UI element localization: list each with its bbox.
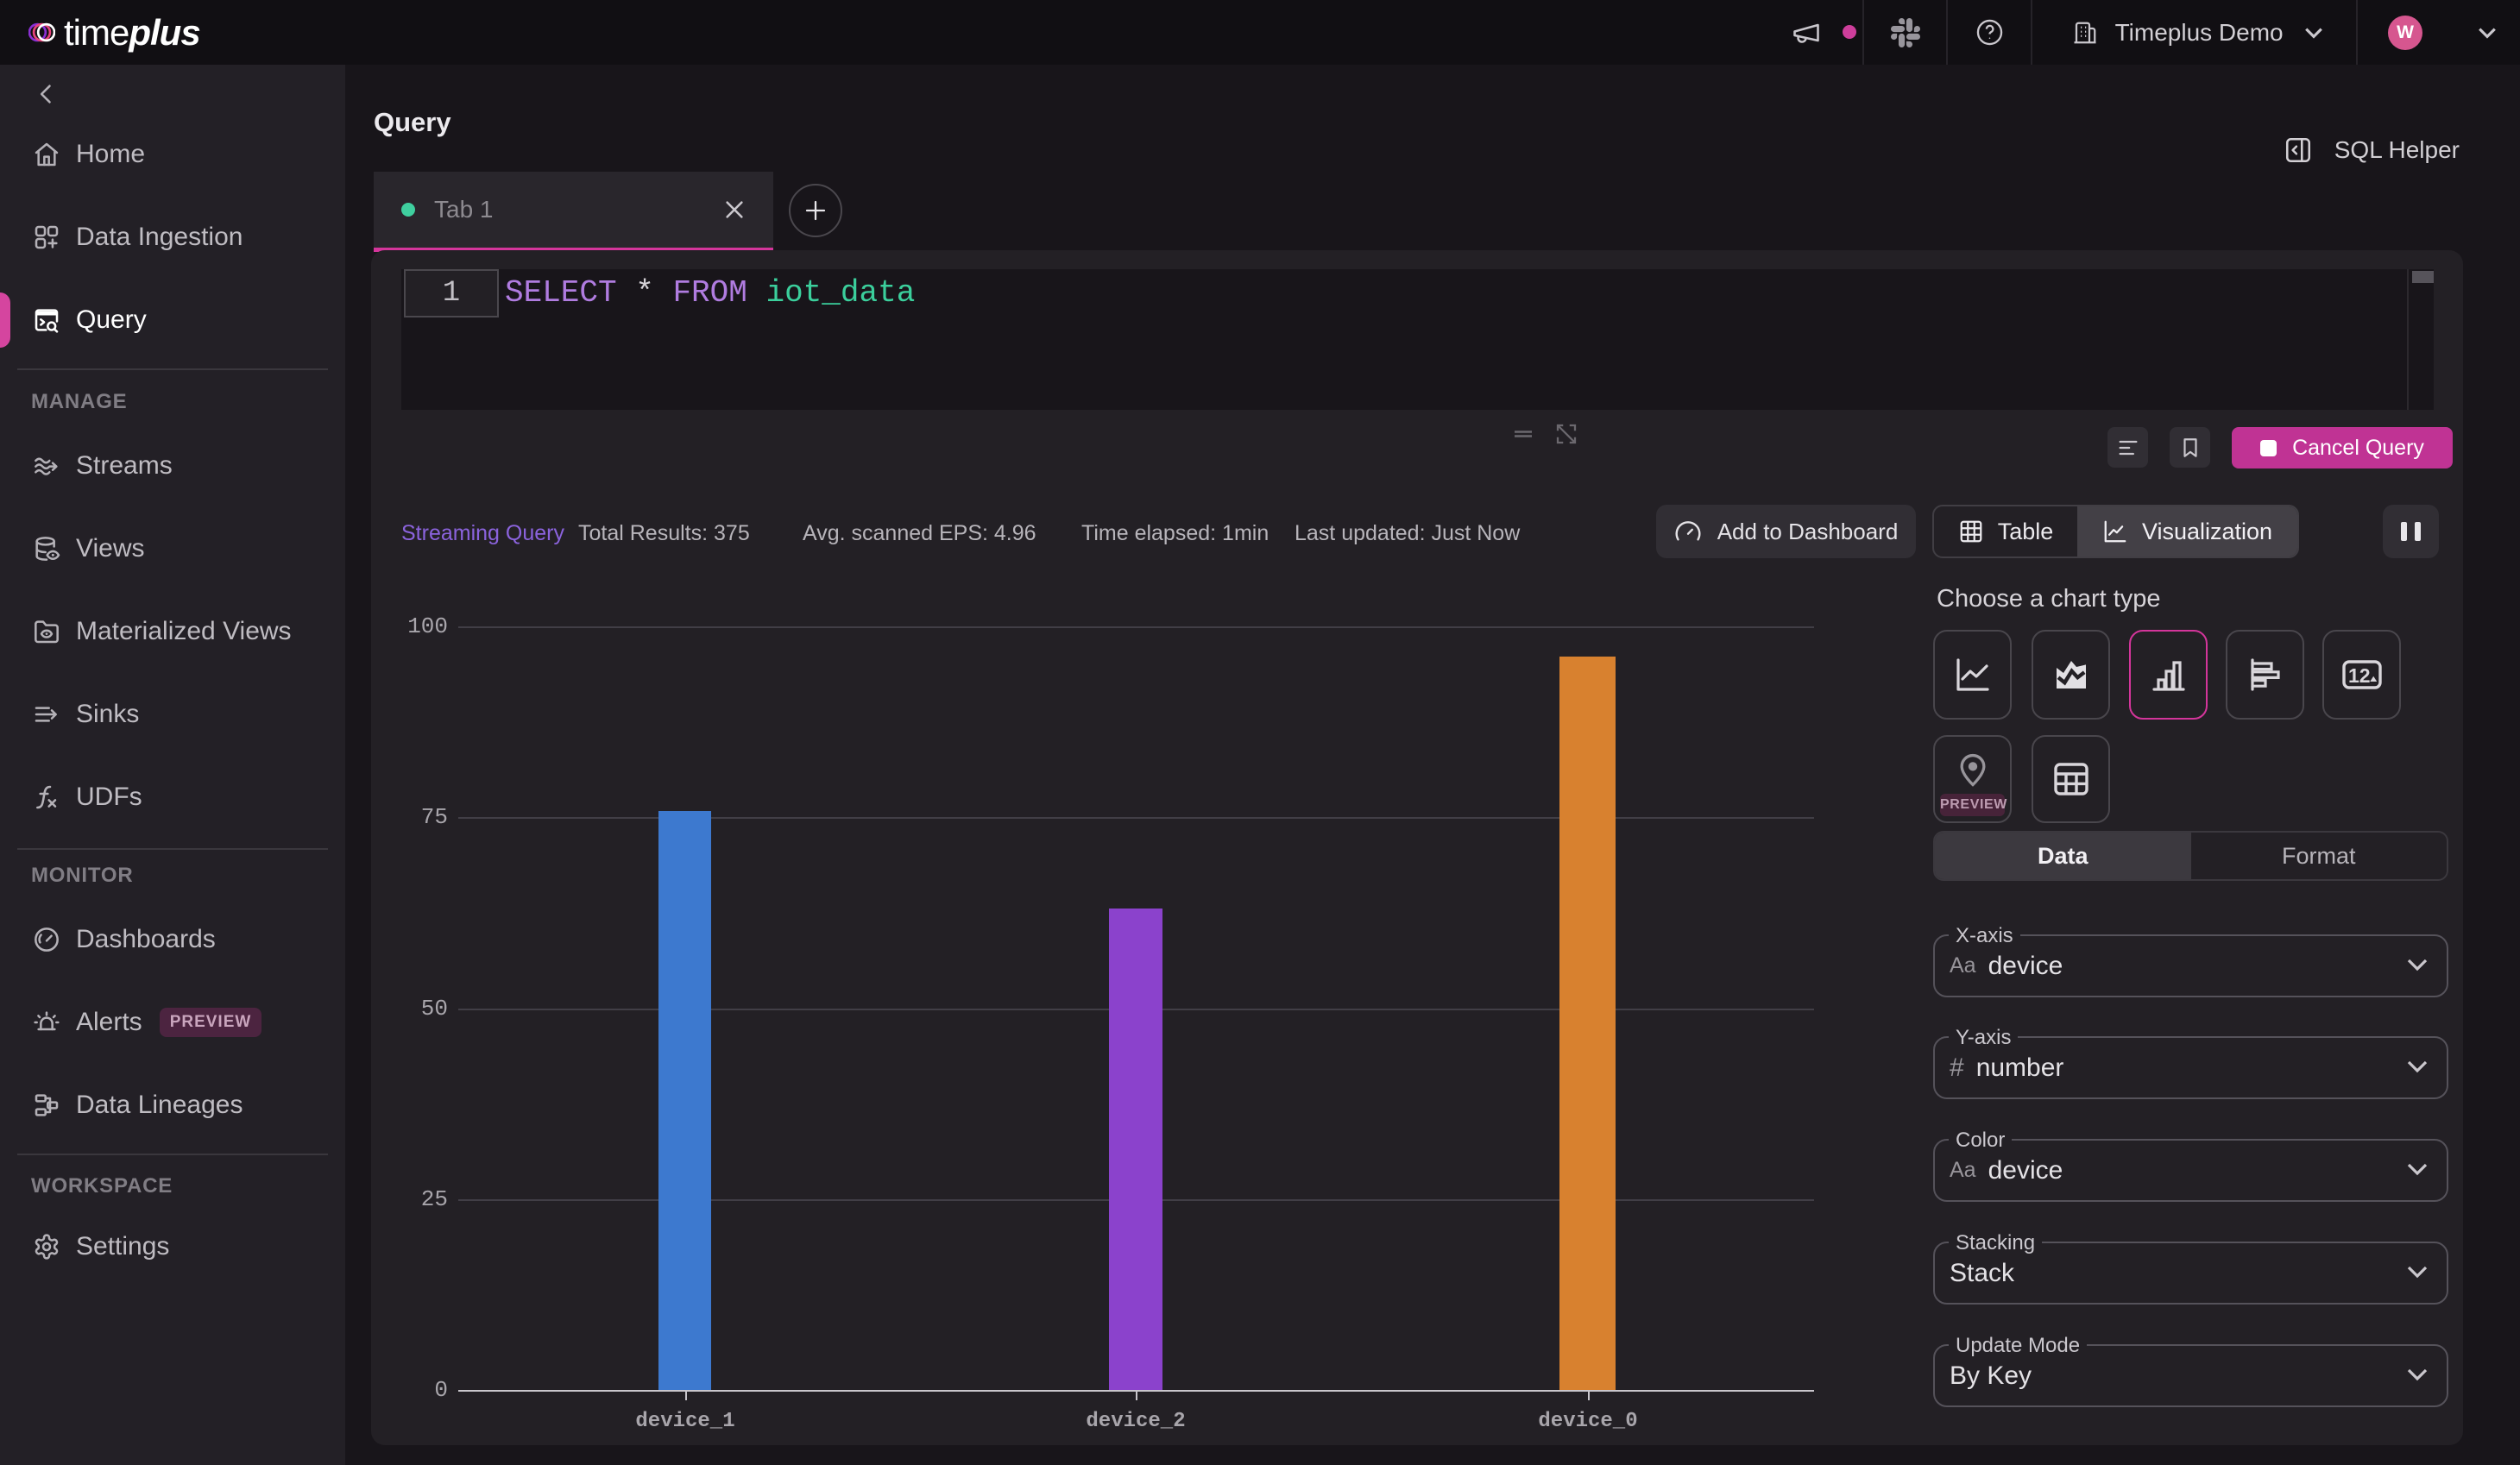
svg-text:12: 12: [2348, 664, 2371, 687]
